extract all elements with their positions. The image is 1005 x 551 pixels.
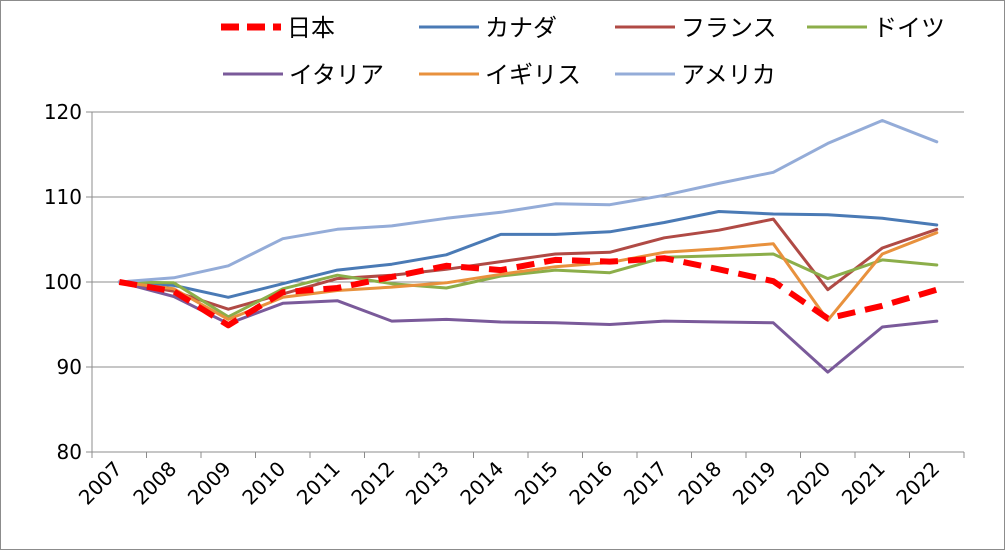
legend-label-4: ドイツ — [873, 14, 945, 42]
series-line-1 — [118, 255, 938, 329]
series-line-2 — [117, 210, 939, 299]
y-tick-label-100: 100 — [44, 270, 82, 294]
gridlines — [92, 111, 964, 453]
x-tick-label-2021: 2021 — [837, 457, 890, 510]
y-tick-label-120: 120 — [44, 100, 82, 124]
legend-label-5: イタリア — [289, 61, 384, 89]
x-tick-label-2019: 2019 — [728, 457, 781, 510]
x-tick-label-2014: 2014 — [455, 457, 508, 510]
x-tick-label-2013: 2013 — [401, 457, 454, 510]
legend-label-6: イギリス — [485, 61, 581, 89]
series-lines — [117, 119, 939, 374]
x-tick-label-2010: 2010 — [237, 457, 290, 510]
series-line-4 — [117, 252, 939, 319]
x-tick-label-2016: 2016 — [564, 457, 617, 510]
legend-label-1: 日本 — [287, 14, 335, 42]
x-tick-label-2020: 2020 — [782, 457, 835, 510]
series-line-5 — [117, 280, 939, 374]
y-tick-label-110: 110 — [44, 185, 82, 209]
series-line-7 — [117, 119, 939, 284]
x-tick-label-2018: 2018 — [673, 457, 726, 510]
x-tick-label-2015: 2015 — [510, 457, 563, 510]
legend-label-2: カナダ — [485, 14, 557, 42]
x-tick-label-2022: 2022 — [891, 457, 944, 510]
legend-label-3: フランス — [681, 14, 777, 42]
y-tick-label-90: 90 — [57, 355, 82, 379]
x-tick-label-2011: 2011 — [292, 457, 345, 510]
legend-label-7: アメリカ — [681, 61, 776, 89]
x-tick-label-2012: 2012 — [346, 457, 399, 510]
x-tick-label-2009: 2009 — [183, 457, 236, 510]
x-tick-label-2017: 2017 — [619, 457, 672, 510]
x-tick-label-2007: 2007 — [74, 457, 127, 510]
y-tick-label-80: 80 — [57, 440, 82, 464]
x-tick-label-2008: 2008 — [128, 457, 181, 510]
